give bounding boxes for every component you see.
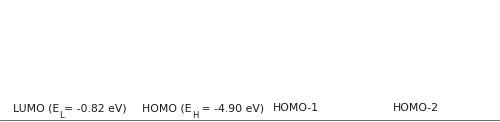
Text: HOMO (E: HOMO (E: [142, 103, 192, 113]
Text: H: H: [192, 111, 198, 120]
Text: = -4.90 eV): = -4.90 eV): [198, 103, 264, 113]
Text: HOMO-1: HOMO-1: [272, 103, 318, 113]
Text: LUMO (E: LUMO (E: [13, 103, 60, 113]
Text: L: L: [60, 111, 64, 120]
Text: HOMO-2: HOMO-2: [392, 103, 438, 113]
Text: = -0.82 eV): = -0.82 eV): [64, 103, 126, 113]
